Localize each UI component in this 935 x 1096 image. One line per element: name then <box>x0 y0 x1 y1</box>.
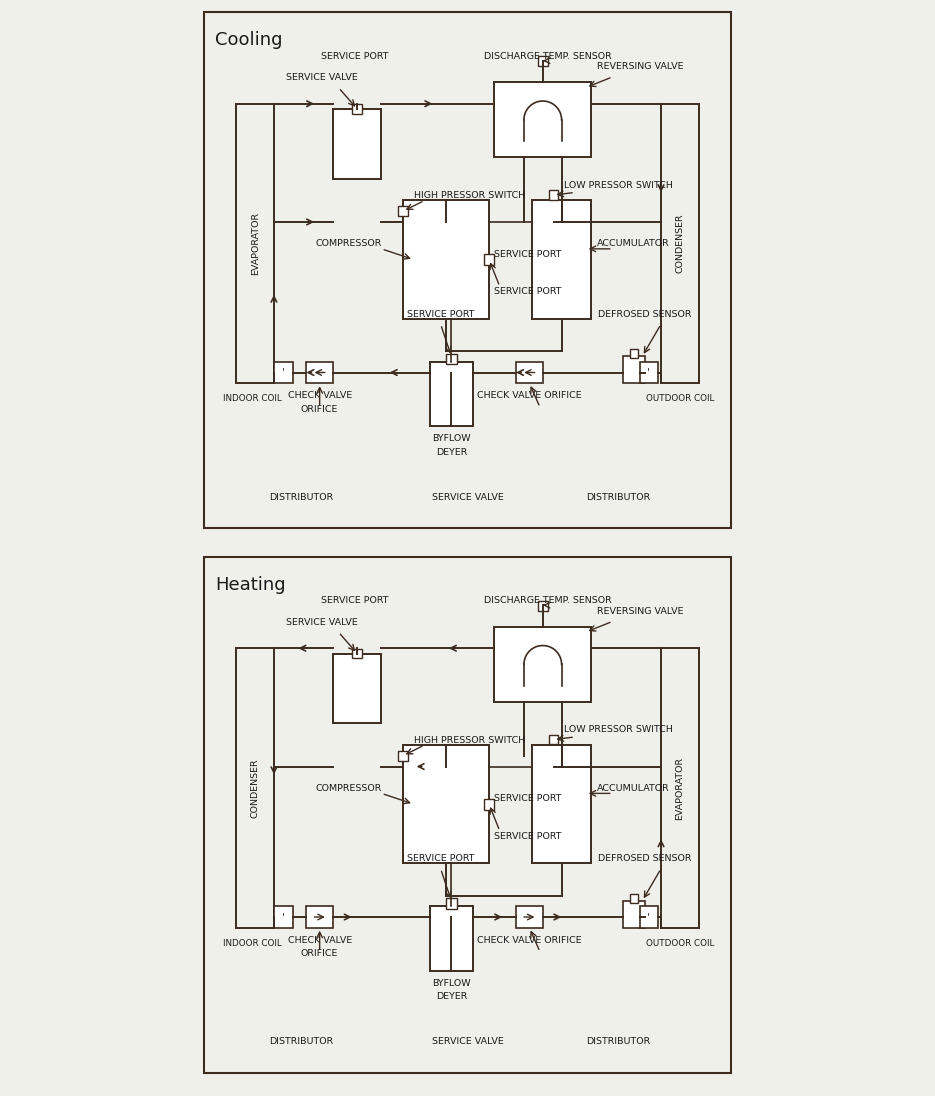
Text: SERVICE PORT: SERVICE PORT <box>407 854 474 864</box>
Text: DISCHARGE TEMP. SENSOR: DISCHARGE TEMP. SENSOR <box>484 596 612 605</box>
Bar <box>274 906 293 928</box>
Bar <box>538 56 548 66</box>
Text: CHECK VALVE ORIFICE: CHECK VALVE ORIFICE <box>477 391 582 400</box>
Bar <box>624 356 645 384</box>
Text: ACCUMULATOR: ACCUMULATOR <box>597 239 669 248</box>
Text: INDOOR COIL: INDOOR COIL <box>223 938 281 948</box>
Text: ': ' <box>647 367 651 377</box>
Text: DEFROSED SENSOR: DEFROSED SENSOR <box>598 310 692 319</box>
Bar <box>630 894 639 902</box>
Bar <box>237 648 274 928</box>
Text: COMPRESSOR: COMPRESSOR <box>315 784 381 792</box>
Bar <box>237 104 274 384</box>
Bar <box>398 206 408 216</box>
Text: SERVICE VALVE: SERVICE VALVE <box>286 618 358 627</box>
Text: SERVICE VALVE: SERVICE VALVE <box>286 73 358 82</box>
Text: DEYER: DEYER <box>436 992 468 1002</box>
Text: SERVICE PORT: SERVICE PORT <box>321 52 388 60</box>
Text: LOW PRESSOR SWITCH: LOW PRESSOR SWITCH <box>564 181 673 190</box>
Text: ACCUMULATOR: ACCUMULATOR <box>597 784 669 792</box>
Text: BYFLOW: BYFLOW <box>432 434 470 443</box>
Bar <box>624 901 645 928</box>
Bar <box>307 362 333 384</box>
Bar <box>538 601 548 610</box>
Bar <box>274 362 293 384</box>
Bar <box>532 745 591 864</box>
Bar <box>630 350 639 358</box>
Text: EVAPORATOR: EVAPORATOR <box>675 756 684 820</box>
Text: HIGH PRESSOR SWITCH: HIGH PRESSOR SWITCH <box>414 737 525 745</box>
Text: COMPRESSOR: COMPRESSOR <box>315 239 381 248</box>
Text: SERVICE PORT: SERVICE PORT <box>495 287 562 296</box>
Text: CONDENSER: CONDENSER <box>251 758 260 818</box>
Text: SERVICE PORT: SERVICE PORT <box>321 596 388 605</box>
Bar <box>430 362 473 426</box>
Text: REVERSING VALVE: REVERSING VALVE <box>597 62 683 71</box>
Text: SERVICE PORT: SERVICE PORT <box>407 310 474 319</box>
Text: DISTRIBUTOR: DISTRIBUTOR <box>268 492 333 502</box>
Text: DISTRIBUTOR: DISTRIBUTOR <box>586 1037 650 1046</box>
Bar <box>333 110 381 179</box>
Bar <box>307 906 333 928</box>
Text: CHECK VALVE ORIFICE: CHECK VALVE ORIFICE <box>477 936 582 945</box>
Bar <box>516 362 542 384</box>
Bar <box>640 362 658 384</box>
Text: ': ' <box>281 912 285 922</box>
Bar <box>446 354 457 365</box>
Text: CHECK VALVE: CHECK VALVE <box>288 936 352 945</box>
Bar <box>352 649 362 659</box>
Bar <box>516 906 542 928</box>
Text: SERVICE PORT: SERVICE PORT <box>495 795 562 803</box>
Text: Heating: Heating <box>215 575 285 594</box>
Text: LOW PRESSOR SWITCH: LOW PRESSOR SWITCH <box>564 726 673 734</box>
Bar <box>398 751 408 761</box>
Text: OUTDOOR COIL: OUTDOOR COIL <box>646 938 714 948</box>
Bar <box>495 627 591 703</box>
Text: DISTRIBUTOR: DISTRIBUTOR <box>586 492 650 502</box>
Bar <box>640 906 658 928</box>
Bar <box>446 899 457 909</box>
Text: Cooling: Cooling <box>215 31 282 49</box>
Bar <box>403 745 489 864</box>
Bar <box>661 104 698 384</box>
Text: REVERSING VALVE: REVERSING VALVE <box>597 607 683 616</box>
Text: HIGH PRESSOR SWITCH: HIGH PRESSOR SWITCH <box>414 192 525 201</box>
Bar <box>495 82 591 158</box>
Bar <box>483 799 495 810</box>
Bar <box>661 648 698 928</box>
Text: DISTRIBUTOR: DISTRIBUTOR <box>268 1037 333 1046</box>
Text: ORIFICE: ORIFICE <box>301 949 338 958</box>
Bar <box>352 104 362 114</box>
Text: DEYER: DEYER <box>436 448 468 457</box>
Bar <box>532 201 591 319</box>
Text: CONDENSER: CONDENSER <box>675 214 684 273</box>
Text: SERVICE PORT: SERVICE PORT <box>495 832 562 841</box>
Text: DISCHARGE TEMP. SENSOR: DISCHARGE TEMP. SENSOR <box>484 52 612 60</box>
Text: ORIFICE: ORIFICE <box>301 404 338 414</box>
Text: SERVICE VALVE: SERVICE VALVE <box>432 1037 503 1046</box>
Text: EVAPORATOR: EVAPORATOR <box>251 212 260 275</box>
Text: SERVICE VALVE: SERVICE VALVE <box>432 492 503 502</box>
Text: OUTDOOR COIL: OUTDOOR COIL <box>646 393 714 403</box>
Bar <box>333 653 381 723</box>
Bar <box>549 734 558 744</box>
Text: ': ' <box>647 912 651 922</box>
Bar <box>483 254 495 265</box>
Bar <box>549 191 558 199</box>
Text: INDOOR COIL: INDOOR COIL <box>223 393 281 403</box>
Text: BYFLOW: BYFLOW <box>432 979 470 987</box>
Text: SERVICE PORT: SERVICE PORT <box>495 250 562 259</box>
Text: DEFROSED SENSOR: DEFROSED SENSOR <box>598 854 692 864</box>
Text: ': ' <box>281 367 285 377</box>
Bar <box>430 906 473 971</box>
Bar <box>403 201 489 319</box>
Text: CHECK VALVE: CHECK VALVE <box>288 391 352 400</box>
